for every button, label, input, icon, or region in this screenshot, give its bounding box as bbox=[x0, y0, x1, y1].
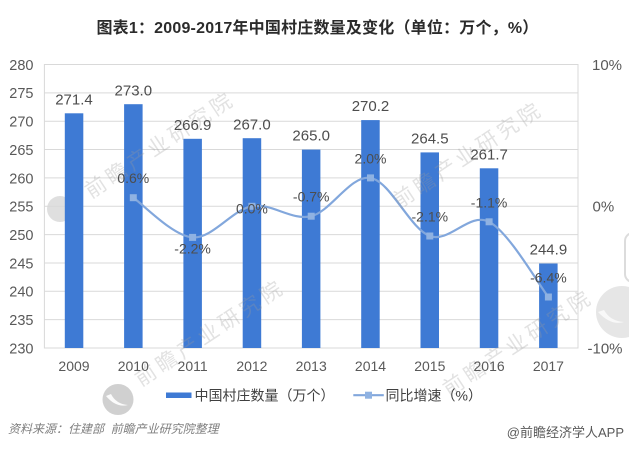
svg-text:235: 235 bbox=[9, 309, 33, 330]
svg-text:-1.1%: -1.1% bbox=[471, 192, 508, 212]
svg-text:2011: 2011 bbox=[178, 356, 208, 376]
svg-text:261.7: 261.7 bbox=[470, 143, 508, 164]
svg-text:前瞻产业研究院: 前瞻产业研究院 bbox=[386, 93, 548, 215]
svg-text:260: 260 bbox=[9, 167, 33, 188]
svg-text:2015: 2015 bbox=[414, 356, 445, 376]
svg-text:-2.2%: -2.2% bbox=[174, 238, 211, 258]
svg-text:0.6%: 0.6% bbox=[117, 168, 149, 188]
svg-text:2013: 2013 bbox=[296, 356, 327, 376]
svg-text:244.9: 244.9 bbox=[530, 239, 568, 260]
svg-text:273.0: 273.0 bbox=[115, 79, 153, 100]
svg-text:270: 270 bbox=[9, 111, 33, 132]
svg-text:10%: 10% bbox=[592, 54, 622, 75]
svg-text:240: 240 bbox=[9, 281, 33, 302]
svg-text:2010: 2010 bbox=[118, 356, 149, 376]
svg-text:270.2: 270.2 bbox=[352, 95, 390, 116]
svg-text:265: 265 bbox=[9, 139, 33, 160]
svg-text:前瞻产业研究院: 前瞻产业研究院 bbox=[78, 83, 240, 205]
svg-text:266.9: 266.9 bbox=[174, 114, 212, 135]
svg-text:230: 230 bbox=[9, 337, 33, 358]
svg-text:2016: 2016 bbox=[474, 356, 505, 376]
svg-text:2014: 2014 bbox=[355, 356, 386, 376]
svg-text:275: 275 bbox=[9, 82, 33, 103]
svg-text:-6.4%: -6.4% bbox=[530, 268, 567, 288]
svg-text:2017: 2017 bbox=[533, 356, 564, 376]
svg-text:255: 255 bbox=[9, 196, 33, 217]
svg-text:2.0%: 2.0% bbox=[355, 148, 387, 168]
svg-text:-10%: -10% bbox=[588, 337, 623, 358]
svg-text:245: 245 bbox=[9, 252, 33, 273]
svg-text:264.5: 264.5 bbox=[411, 128, 449, 149]
svg-text:271.4: 271.4 bbox=[55, 88, 93, 109]
svg-text:265.0: 265.0 bbox=[292, 125, 330, 146]
svg-text:2009: 2009 bbox=[58, 356, 89, 376]
svg-text:同比增速（%）: 同比增速（%） bbox=[386, 385, 482, 405]
svg-text:280: 280 bbox=[9, 54, 33, 75]
svg-text:267.0: 267.0 bbox=[233, 113, 271, 134]
svg-text:0.0%: 0.0% bbox=[236, 198, 268, 218]
svg-text:-0.7%: -0.7% bbox=[293, 187, 330, 207]
svg-text:0%: 0% bbox=[593, 196, 615, 217]
svg-text:-2.1%: -2.1% bbox=[412, 207, 449, 227]
svg-text:2012: 2012 bbox=[236, 356, 267, 376]
svg-text:中国村庄数量（万个）: 中国村庄数量（万个） bbox=[195, 385, 335, 405]
svg-text:250: 250 bbox=[9, 224, 33, 245]
